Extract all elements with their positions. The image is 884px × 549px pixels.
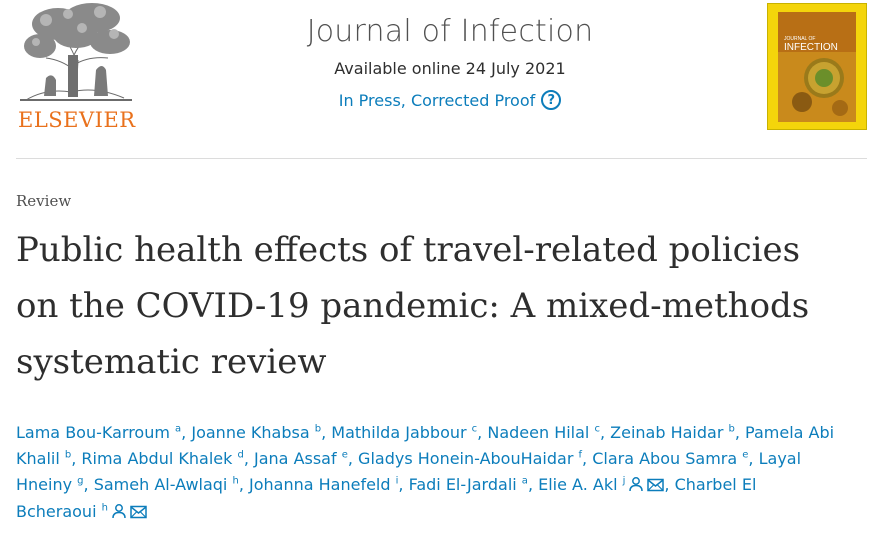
availability-date: Available online 24 July 2021: [334, 59, 566, 78]
article-type: Review: [16, 192, 72, 210]
author-name[interactable]: Mathilda: [331, 423, 406, 442]
affiliation-marker[interactable]: c: [594, 423, 600, 435]
author-name-tail[interactable]: El-Jardali a,: [445, 475, 534, 495]
journal-info: Journal of Infection Available online 24…: [300, 14, 600, 110]
author-name-tail[interactable]: Samra e,: [685, 449, 754, 469]
elsevier-wordmark: ELSEVIER: [18, 108, 136, 132]
author-name-tail[interactable]: Hneiny g,: [16, 475, 89, 495]
affiliation-marker[interactable]: b: [314, 423, 322, 435]
author-name[interactable]: Rima Abdul: [81, 449, 179, 469]
affiliation-marker[interactable]: e: [341, 449, 348, 461]
author-name-tail[interactable]: Haidar b,: [670, 423, 740, 442]
journal-cover[interactable]: JOURNAL OF INFECTION: [767, 3, 867, 130]
author-name[interactable]: Gladys: [358, 449, 418, 469]
author-list: Lama Bou-Karroum a, Joanne Khabsa b, Mat…: [16, 420, 872, 525]
author-name-tail[interactable]: Khalek d,: [178, 449, 249, 469]
author-name-tail[interactable]: Al-Awlaqi h,: [154, 475, 244, 495]
header-divider: [16, 158, 867, 159]
affiliation-marker[interactable]: a: [175, 423, 182, 435]
author-name-tail[interactable]: Jabbour c,: [405, 423, 483, 442]
article-title: Public health effects of travel-related …: [16, 230, 810, 383]
affiliation-marker[interactable]: d: [237, 449, 244, 461]
author-name[interactable]: Charbel El: [674, 475, 757, 495]
person-icon[interactable]: [628, 476, 644, 492]
author-name[interactable]: Clara Abou: [592, 449, 686, 469]
affiliation-marker[interactable]: j: [622, 476, 626, 488]
affiliation-marker[interactable]: h: [232, 476, 239, 488]
affiliation-marker[interactable]: a: [521, 476, 528, 488]
author-name-tail[interactable]: Bcheraoui h: [16, 502, 147, 521]
elsevier-tree-logo: [20, 3, 132, 101]
envelope-icon[interactable]: [647, 478, 665, 492]
journal-title[interactable]: Journal of Infection: [306, 14, 594, 49]
envelope-icon[interactable]: [130, 505, 147, 519]
author-name-tail[interactable]: Bou-Karroum a,: [65, 423, 187, 442]
cover-title-top: JOURNAL OF: [784, 36, 815, 42]
author-name-tail[interactable]: Hilal c,: [554, 423, 606, 442]
question-circle-icon[interactable]: ?: [541, 90, 562, 110]
author-name[interactable]: Joanne: [191, 423, 251, 442]
affiliation-marker[interactable]: f: [578, 449, 583, 461]
author-name-tail[interactable]: Assaf e,: [293, 449, 353, 469]
author-name[interactable]: Zeinab: [610, 423, 671, 442]
author-name[interactable]: Fadi: [408, 475, 446, 495]
article-status-link[interactable]: In Press, Corrected Proof: [338, 90, 536, 110]
author-name[interactable]: Pamela Abi: [745, 423, 835, 442]
author-name-tail[interactable]: Honein-AbouHaidar f,: [417, 449, 588, 469]
affiliation-marker[interactable]: b: [64, 449, 72, 461]
affiliation-marker[interactable]: i: [395, 476, 399, 488]
author-name[interactable]: Elie A.: [538, 475, 593, 495]
article-status: In Press, Corrected Proof ?: [300, 90, 600, 110]
affiliation-marker[interactable]: c: [471, 423, 478, 435]
author-name[interactable]: Sameh: [93, 475, 155, 495]
affiliation-marker[interactable]: e: [742, 449, 749, 461]
cover-title-main: INFECTION: [784, 42, 838, 53]
author-name-tail[interactable]: Hanefeld i,: [318, 475, 404, 495]
affiliation-marker[interactable]: b: [728, 423, 735, 435]
author-name[interactable]: Layal: [758, 449, 802, 469]
affiliation-marker[interactable]: g: [77, 476, 84, 488]
journal-header: ELSEVIER Journal of Infection Available …: [0, 0, 884, 158]
author-name[interactable]: Johanna: [249, 475, 319, 495]
author-name-tail[interactable]: Khabsa b,: [250, 423, 327, 442]
cover-artwork: JOURNAL OF INFECTION: [768, 4, 866, 129]
author-name[interactable]: Nadeen: [487, 423, 555, 442]
affiliation-marker[interactable]: h: [101, 502, 108, 514]
author-name-tail[interactable]: Khalil b,: [16, 449, 77, 469]
author-name[interactable]: Jana: [254, 449, 294, 469]
author-name[interactable]: Lama: [16, 423, 66, 442]
person-icon[interactable]: [111, 503, 127, 519]
author-name-tail[interactable]: Akl j,: [592, 475, 670, 495]
